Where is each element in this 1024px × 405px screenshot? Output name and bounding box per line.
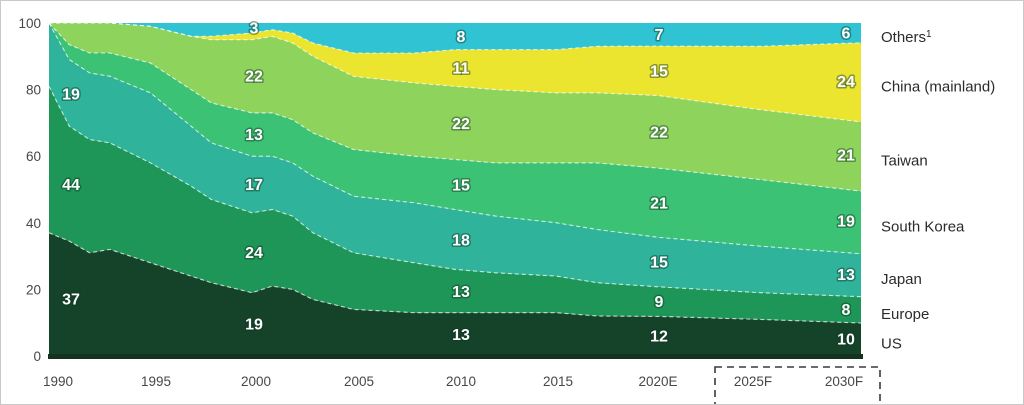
- value-label-europe-2020: 9: [655, 294, 664, 311]
- x-tick-label-2030f: 2030F: [825, 374, 863, 389]
- legend-label-japan: Japan: [881, 271, 922, 288]
- value-label-china-mainland-2010: 11: [453, 61, 470, 78]
- value-label-japan-2030: 13: [837, 267, 855, 284]
- value-label-taiwan-2020: 22: [650, 124, 668, 141]
- y-tick-label-40: 40: [26, 216, 41, 231]
- area-europe: [49, 86, 861, 323]
- y-tick-label-60: 60: [26, 149, 41, 164]
- band-boundary: [48, 86, 862, 298]
- area-others: [49, 23, 861, 53]
- band-boundary: [48, 22, 862, 192]
- band-boundary: [49, 22, 862, 54]
- value-label-south-korea-2010: 15: [452, 178, 470, 195]
- x-tick-label-2015: 2015: [543, 374, 573, 389]
- x-tick-label-2020e: 2020E: [638, 374, 677, 389]
- value-label-japan-2000: 17: [245, 177, 263, 194]
- y-tick-label-80: 80: [26, 83, 41, 98]
- y-tick-label-100: 100: [18, 16, 41, 31]
- legend-label-others: Others1: [881, 29, 932, 46]
- y-tick-label-20: 20: [26, 282, 41, 297]
- value-label-china-mainland-2030: 24: [837, 74, 855, 91]
- band-boundary: [48, 232, 862, 324]
- value-label-others-2010: 8: [457, 29, 466, 46]
- x-tick-label-2010: 2010: [446, 374, 476, 389]
- value-label-europe-2030: 8: [842, 302, 851, 319]
- value-label-us-2000: 19: [245, 317, 263, 334]
- value-label-japan-1990: 19: [62, 87, 80, 104]
- value-label-europe-2010: 13: [452, 284, 470, 301]
- value-label-europe-1990: 44: [62, 177, 80, 194]
- value-label-us-2030: 10: [837, 332, 855, 349]
- value-label-europe-2000: 24: [245, 245, 263, 262]
- x-axis-baseline: [48, 354, 863, 359]
- value-label-taiwan-2010: 22: [452, 116, 470, 133]
- value-label-us-2010: 13: [452, 327, 470, 344]
- legend-label-us: US: [881, 336, 902, 353]
- value-label-south-korea-2020: 21: [650, 195, 668, 212]
- band-boundary: [48, 22, 862, 255]
- value-label-south-korea-2030: 19: [837, 214, 855, 231]
- legend-label-south-korea: South Korea: [881, 218, 965, 235]
- area-china-mainland: [49, 23, 861, 122]
- x-tick-label-2000: 2000: [241, 374, 271, 389]
- x-tick-label-1990: 1990: [43, 374, 73, 389]
- area-taiwan: [49, 23, 861, 192]
- band-boundary: [49, 22, 862, 123]
- value-label-japan-2020: 15: [650, 255, 668, 272]
- area-japan: [49, 23, 861, 297]
- value-label-others-2030: 6: [842, 26, 851, 43]
- value-label-south-korea-2000: 13: [245, 127, 263, 144]
- value-label-us-2020: 12: [650, 329, 668, 346]
- value-label-taiwan-2030: 21: [837, 147, 855, 164]
- value-label-others-2020: 7: [655, 27, 664, 44]
- forecast-box: [714, 366, 881, 404]
- value-label-others-2000: 3: [250, 20, 259, 37]
- value-label-china-mainland-2020: 15: [650, 63, 668, 80]
- x-tick-label-2025f: 2025F: [734, 374, 772, 389]
- legend-label-europe: Europe: [881, 306, 929, 323]
- legend-label-taiwan: Taiwan: [881, 153, 928, 170]
- value-label-us-1990: 37: [62, 292, 80, 309]
- legend-label-china-mainland: China (mainland): [881, 78, 995, 95]
- x-tick-label-2005: 2005: [344, 374, 374, 389]
- area-south-korea: [49, 23, 861, 254]
- value-label-taiwan-2000: 22: [245, 69, 263, 86]
- x-tick-label-1995: 1995: [141, 374, 171, 389]
- y-tick-label-0: 0: [33, 349, 41, 364]
- area-us: [49, 232, 861, 356]
- value-label-japan-2010: 18: [452, 233, 470, 250]
